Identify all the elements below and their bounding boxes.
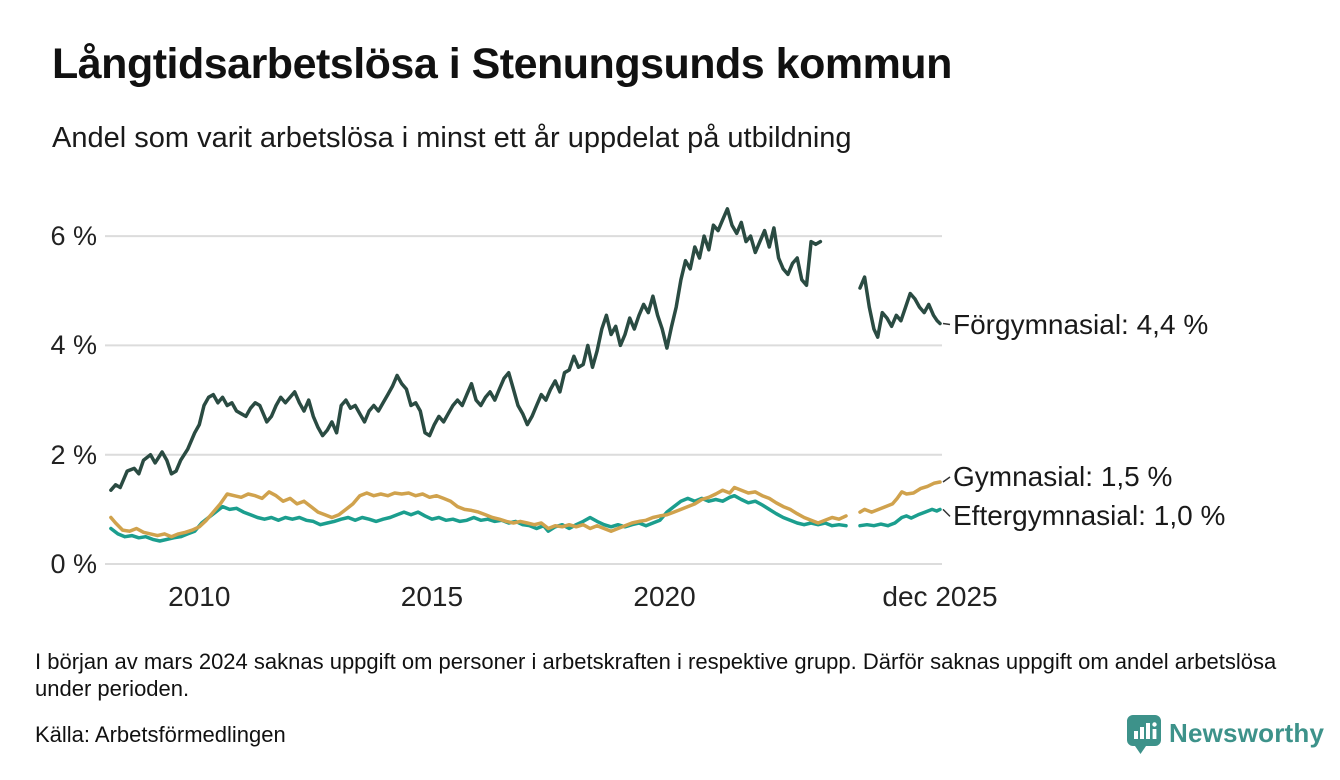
label-connector-eftergymnasial xyxy=(942,508,951,517)
newsworthy-logo-text: Newsworthy xyxy=(1169,718,1325,748)
x-axis-tick-2015: 2015 xyxy=(400,581,464,612)
y-axis-tick-0pct: 0 % xyxy=(50,549,97,579)
label-connector-förgymnasial xyxy=(942,322,951,326)
series-line-eftergymnasial-seg2 xyxy=(858,507,942,528)
series-end-label-eftergymnasial: Eftergymnasial: 1,0 % xyxy=(953,500,1226,532)
series-line-eftergymnasial-seg1 xyxy=(109,493,848,543)
chart-subtitle: Andel som varit arbetslösa i minst ett å… xyxy=(52,122,852,154)
chart-title: Långtidsarbetslösa i Stenungsunds kommun xyxy=(52,40,952,88)
label-connector-gymnasial xyxy=(942,476,951,483)
x-axis-tick-2010: 2010 xyxy=(168,581,231,612)
y-axis-tick-4pct: 4 % xyxy=(50,330,97,361)
series-line-gymnasial-seg2 xyxy=(858,480,942,514)
newsworthy-logo-link[interactable]: Newsworthy xyxy=(1126,714,1324,758)
source-attribution: Källa: Arbetsförmedlingen xyxy=(35,722,286,747)
series-line-förgymnasial-seg1 xyxy=(109,207,823,492)
series-end-label-förgymnasial: Förgymnasial: 4,4 % xyxy=(953,308,1209,340)
footnote: I början av mars 2024 saknas uppgift om … xyxy=(35,649,1277,701)
series-end-label-gymnasial: Gymnasial: 1,5 % xyxy=(953,461,1173,493)
x-axis-tick-2020: 2020 xyxy=(633,581,696,612)
series-line-förgymnasial-seg2 xyxy=(858,275,942,339)
series-line-gymnasial-seg1 xyxy=(109,485,848,539)
y-axis-tick-2pct: 2 % xyxy=(50,439,97,470)
y-axis-tick-6pct: 6 % xyxy=(50,221,97,252)
x-axis-tick-dec-2025: dec 2025 xyxy=(882,581,998,612)
newsworthy-speech-bubble-chart-icon xyxy=(1126,714,1162,756)
